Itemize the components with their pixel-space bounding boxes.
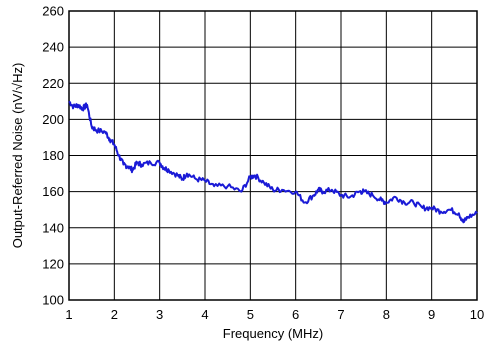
x-tick-label: 9 — [428, 307, 435, 322]
gridlines — [68, 10, 478, 301]
x-tick-label: 3 — [156, 307, 163, 322]
y-tick-labels: 100 120 140 160 180 200 220 240 260 — [42, 4, 64, 308]
x-tick-label: 6 — [292, 307, 299, 322]
y-tick-label: 180 — [42, 148, 64, 163]
y-tick-label: 160 — [42, 184, 64, 199]
plot-frame — [68, 10, 478, 301]
x-tick-label: 2 — [111, 307, 118, 322]
x-axis-title: Frequency (MHz) — [223, 326, 323, 341]
x-tick-labels: 1 2 3 4 5 6 7 8 9 10 — [65, 307, 484, 322]
series-line-noise — [68, 100, 478, 224]
y-axis-title: Output-Referred Noise (nV/√Hz) — [10, 63, 25, 249]
x-tick-label: 10 — [470, 307, 484, 322]
x-tick-label: 4 — [201, 307, 208, 322]
y-tick-label: 260 — [42, 4, 64, 19]
y-tick-label: 140 — [42, 220, 64, 235]
y-tick-label: 220 — [42, 76, 64, 91]
x-tick-label: 8 — [383, 307, 390, 322]
y-tick-label: 200 — [42, 112, 64, 127]
x-tick-label: 5 — [247, 307, 254, 322]
x-tick-label: 1 — [65, 307, 72, 322]
y-tick-label: 120 — [42, 256, 64, 271]
y-tick-label: 100 — [42, 293, 64, 308]
y-tick-label: 240 — [42, 40, 64, 55]
x-tick-label: 7 — [337, 307, 344, 322]
